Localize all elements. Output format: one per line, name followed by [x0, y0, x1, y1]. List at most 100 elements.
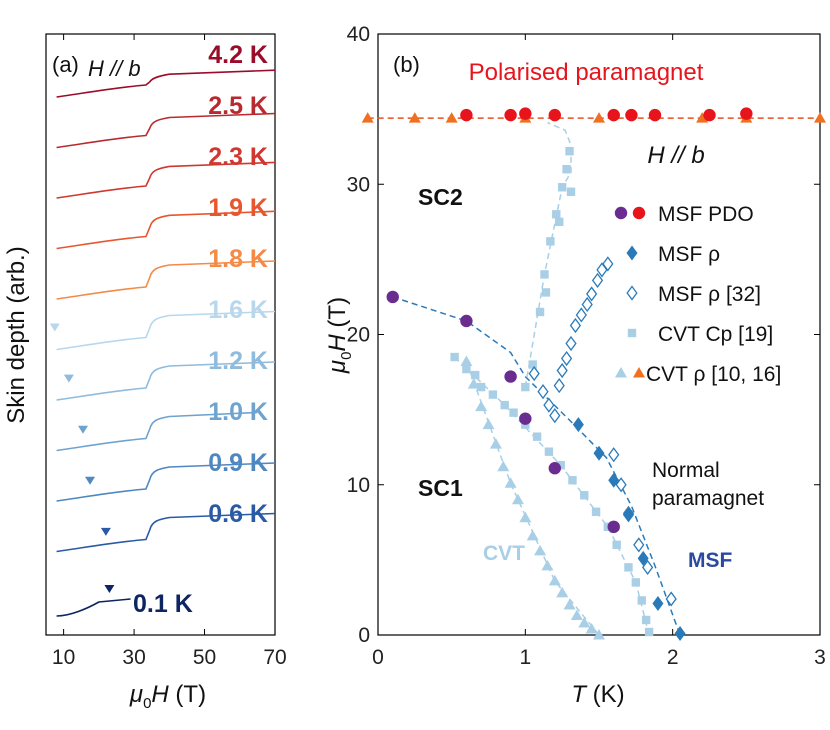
panel-b-point — [607, 520, 620, 534]
panel-b-point — [386, 290, 399, 304]
panel-a-y-axis-label: Skin depth (arb.) — [3, 246, 30, 423]
panel-b-point — [555, 217, 564, 227]
panel-b-point — [540, 270, 549, 279]
panel-b-point — [471, 370, 480, 380]
panel-b-point — [572, 417, 584, 433]
panel-b-point — [528, 360, 537, 369]
polarised-paramagnet-label: Polarised paramagnet — [469, 59, 704, 86]
panel-a-arrow-marker — [104, 585, 115, 593]
panel-b-point — [467, 378, 480, 389]
panel-a-curve — [56, 512, 276, 553]
panel-b-point — [563, 598, 576, 610]
panel-a: (a) H // b Skin depth (arb.) 10 30 50 70 4.… — [3, 33, 287, 712]
panel-b-point — [607, 108, 620, 122]
panel-a-arrow-marker — [77, 425, 88, 434]
panel-a-temperature-labels: 4.2 K 2.5 K 2.3 K 1.9 K 1.8 K 1.6 K 1.2 K 1.0 K… — [133, 41, 268, 618]
panel-a-temperature-label: 1.0 K — [208, 398, 268, 426]
panel-a-arrow-markers — [49, 323, 115, 593]
legend-marker — [626, 245, 638, 261]
panel-b-x-tick-label: 3 — [814, 646, 826, 669]
panel-b-point — [541, 288, 551, 297]
panel-b-x-tick-label: 1 — [519, 646, 531, 669]
panel-b-point — [526, 529, 539, 541]
panel-a-x-ticks: 10 30 50 70 — [52, 34, 287, 669]
legend-marker — [614, 206, 628, 220]
panel-b-point — [644, 627, 654, 637]
panel-b-point — [622, 505, 634, 521]
panel-a-temperature-label: 1.6 K — [208, 296, 268, 324]
panel-b-point — [569, 317, 582, 334]
panel-b-point — [504, 477, 517, 488]
panel-a-frame — [45, 33, 276, 636]
panel-b-point — [361, 112, 374, 123]
panel-a-temperature-label: 2.5 K — [208, 92, 268, 120]
legend-label: CVT Cp [19] — [658, 323, 773, 346]
panel-b-point — [591, 272, 604, 289]
legend-entry: MSF ρ — [626, 243, 720, 266]
panel-b-point — [460, 355, 473, 367]
panel-a-curve — [56, 210, 276, 250]
panel-b-point — [591, 507, 601, 516]
panel-a-curve — [56, 260, 276, 300]
panel-b-point — [519, 412, 532, 425]
legend-label: MSF ρ — [658, 243, 720, 266]
panel-b-point — [602, 256, 614, 272]
panel-b-point — [612, 540, 621, 550]
panel-b-point — [460, 108, 473, 122]
panel-b-point — [560, 350, 573, 367]
panel-b-point — [553, 377, 565, 394]
panel-b-point — [489, 438, 502, 449]
panel-a-temperature-label: 1.2 K — [208, 347, 268, 375]
panel-b-point — [519, 107, 532, 120]
panel-b-point — [637, 596, 646, 605]
panel-b-point — [475, 400, 488, 412]
panel-b-point — [532, 432, 542, 441]
panel-b-point — [450, 352, 459, 362]
panel-a-curve — [56, 598, 131, 617]
panel-b-point — [549, 408, 561, 424]
panel-b-point — [568, 476, 577, 485]
panel-a-curve — [56, 310, 276, 351]
panel-a-curve — [56, 69, 276, 98]
panel-b-y-ticks: 0 10 20 30 40 — [347, 23, 820, 647]
legend-marker — [626, 285, 638, 301]
msf-label: MSF — [688, 549, 733, 572]
panel-b-point — [615, 477, 627, 493]
legend-label: MSF ρ [32] — [658, 283, 761, 306]
panel-b-x-ticks: 0 1 2 3 — [372, 34, 826, 669]
sc2-label: SC2 — [418, 184, 463, 210]
panel-b-point — [665, 591, 677, 607]
panel-b-point — [566, 187, 576, 196]
panel-b-point — [548, 574, 561, 586]
panel-b: (b) 0 10 20 30 40 0 1 2 3 μ0H (T) T (K) Polaris… — [324, 23, 826, 708]
normal-label-line1: Normal — [652, 459, 720, 482]
panel-a-arrow-marker — [49, 323, 60, 332]
panel-b-point — [519, 511, 532, 523]
panel-b-guide-line — [465, 361, 600, 636]
panel-b-point — [575, 307, 587, 323]
panel-a-arrow-marker — [85, 476, 96, 485]
panel-a-temperature-label: 0.6 K — [208, 500, 268, 528]
panel-b-point — [703, 108, 716, 122]
panel-a-curves — [56, 69, 276, 617]
panel-a-x-tick-label: 50 — [193, 646, 216, 669]
legend-label: MSF PDO — [658, 203, 754, 226]
panel-b-point — [497, 460, 510, 472]
panel-a-arrow-marker — [63, 374, 74, 383]
panel-b-point — [445, 112, 458, 123]
panel-b-point — [504, 370, 517, 383]
panel-b-point — [593, 445, 605, 461]
panel-a-x-tick-label: 30 — [122, 646, 145, 669]
panel-b-y-tick-label: 30 — [347, 173, 370, 196]
panel-a-direction: H // b — [88, 56, 141, 81]
panel-b-point — [633, 537, 645, 553]
sc1-label: SC1 — [418, 475, 463, 501]
panel-b-point — [565, 146, 574, 156]
panel-b-point — [556, 461, 565, 470]
panel-b-x-tick-label: 0 — [372, 646, 384, 669]
panel-b-y-axis-label: μ0H (T) — [324, 297, 355, 374]
panel-b-x-axis-label: T (K) — [571, 681, 624, 708]
panel-b-point — [537, 384, 549, 400]
panel-a-x-tick-label: 10 — [52, 646, 75, 669]
panel-b-point — [504, 108, 517, 122]
